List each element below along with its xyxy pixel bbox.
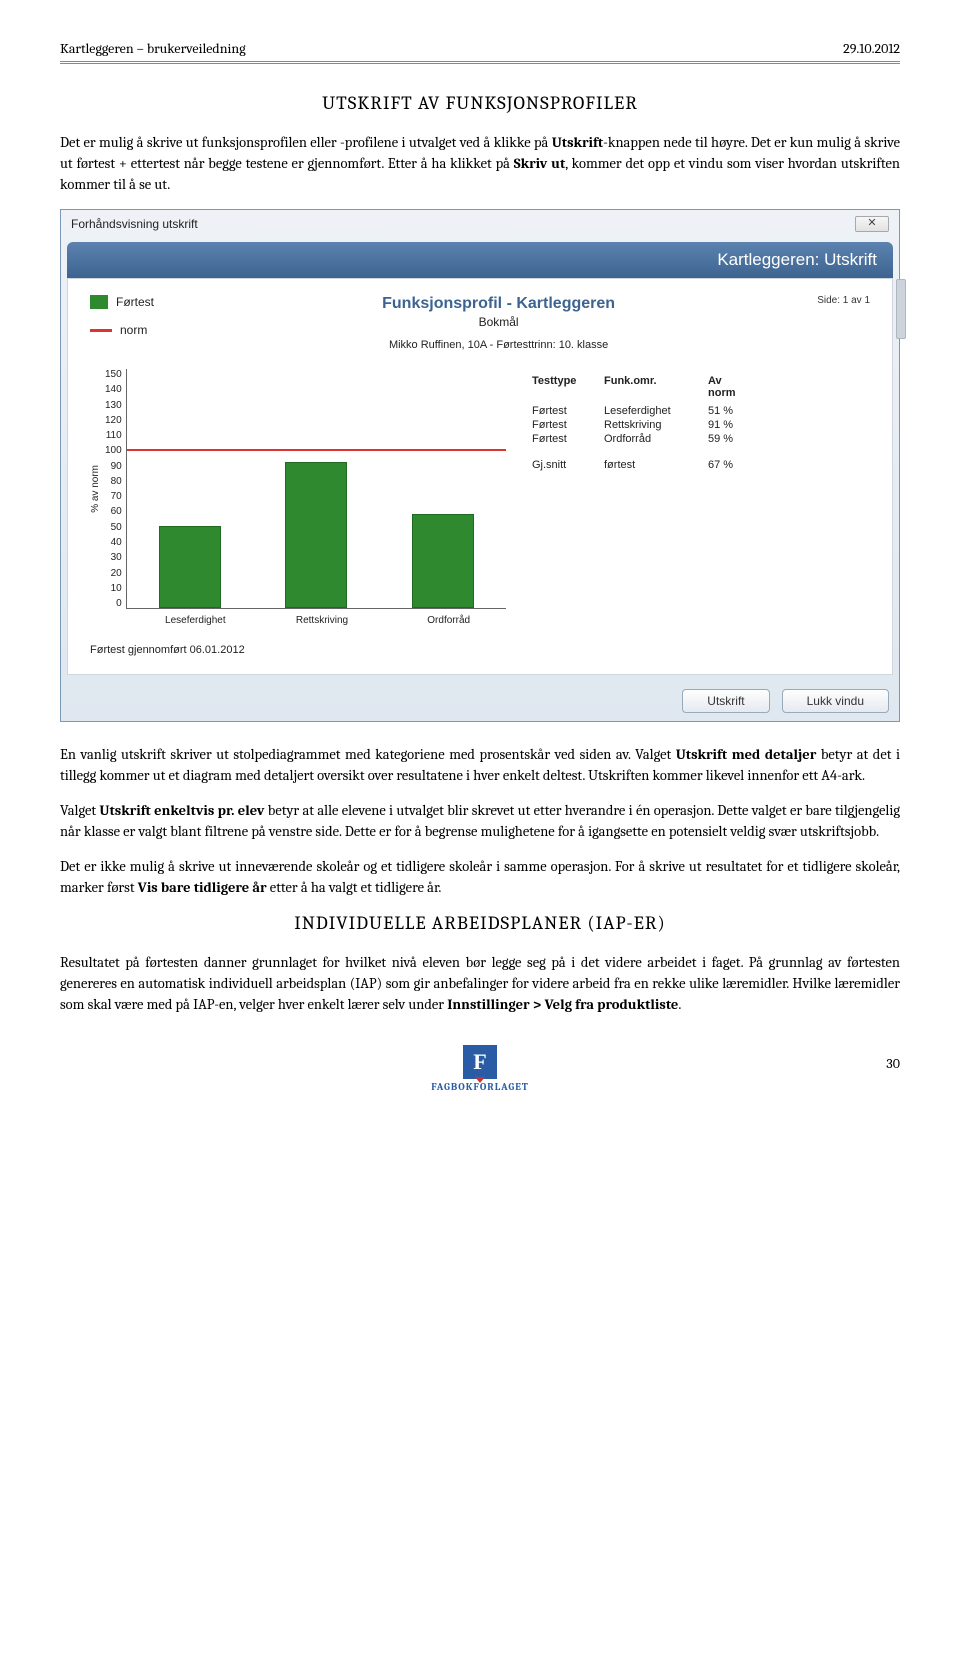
preview-window: Forhåndsvisning utskrift ✕ Kartleggeren:… — [60, 209, 900, 722]
section1-title: UTSKRIFT AV FUNKSJONSPROFILER — [60, 92, 900, 114]
swatch-green-icon — [90, 295, 108, 309]
bar-leseferdighet — [159, 526, 221, 608]
y-tick: 90 — [111, 461, 122, 472]
y-tick: 100 — [105, 445, 122, 456]
logo-box-icon: F — [463, 1045, 497, 1079]
y-axis-label: % av norm — [90, 465, 101, 513]
close-icon[interactable]: ✕ — [855, 216, 889, 232]
bars-container — [127, 369, 506, 608]
page-indicator: Side: 1 av 1 — [817, 295, 870, 306]
student-info: Mikko Ruffinen, 10A - Førtesttrinn: 10. … — [204, 339, 793, 351]
y-tick: 60 — [111, 506, 122, 517]
bar-rettskriving — [285, 462, 347, 608]
y-tick: 50 — [111, 522, 122, 533]
legend: Førtest norm — [90, 295, 180, 351]
legend-fortest: Førtest — [90, 295, 180, 309]
bar-slot — [127, 369, 253, 608]
close-button[interactable]: Lukk vindu — [782, 689, 889, 713]
scrollbar-thumb[interactable] — [896, 279, 906, 339]
y-axis-label-wrap: % av norm — [90, 369, 105, 609]
section1-p3: Valget Utskrift enkeltvis pr. elev betyr… — [60, 800, 900, 842]
y-axis: 1501401301201101009080706050403020100 — [105, 369, 126, 609]
chart-zone: % av norm 150140130120110100908070605040… — [90, 369, 870, 626]
table-avg-row: Gj.snitt førtest 67 % — [532, 459, 752, 471]
x-label: Ordforråd — [385, 615, 512, 626]
doc-header-left: Kartleggeren – brukerveiledning — [60, 40, 246, 57]
y-tick: 70 — [111, 491, 122, 502]
results-table: Testtype Funk.omr. Av norm FørtestLesefe… — [532, 375, 752, 626]
section1-p2: En vanlig utskrift skriver ut stolpediag… — [60, 744, 900, 786]
y-tick: 110 — [106, 430, 122, 441]
x-axis-labels: LeseferdighetRettskrivingOrdforråd — [132, 615, 512, 626]
page-number: 30 — [886, 1055, 900, 1072]
bar-ordforråd — [412, 514, 474, 608]
window-title-bar: Forhåndsvisning utskrift ✕ — [61, 210, 899, 238]
banner: Kartleggeren: Utskrift — [67, 242, 893, 278]
section2-title: INDIVIDUELLE ARBEIDSPLANER (IAP-ER) — [60, 912, 900, 934]
y-tick: 80 — [111, 476, 122, 487]
print-button[interactable]: Utskrift — [682, 689, 769, 713]
bar-slot — [253, 369, 379, 608]
paper-title-block: Funksjonsprofil - Kartleggeren Bokmål Mi… — [204, 295, 793, 351]
window-button-row: Utskrift Lukk vindu — [61, 681, 899, 721]
table-row: FørtestLeseferdighet51 % — [532, 405, 752, 417]
y-tick: 130 — [105, 400, 122, 411]
legend-norm: norm — [90, 323, 180, 337]
y-tick: 40 — [111, 537, 122, 548]
doc-header: Kartleggeren – brukerveiledning 29.10.20… — [60, 40, 900, 64]
y-tick: 120 — [105, 415, 122, 426]
swatch-red-icon — [90, 329, 112, 332]
y-tick: 10 — [111, 583, 122, 594]
publisher-logo: F FAGBOKFORLAGET — [431, 1045, 529, 1093]
bar-slot — [379, 369, 505, 608]
table-row: FørtestRettskriving91 % — [532, 419, 752, 431]
chart-box: % av norm 150140130120110100908070605040… — [90, 369, 512, 609]
section1-p1: Det er mulig å skrive ut funksjonsprofil… — [60, 132, 900, 195]
section1-p4: Det er ikke mulig å skrive ut inneværend… — [60, 856, 900, 898]
window-title: Forhåndsvisning utskrift — [71, 217, 198, 231]
y-tick: 150 — [105, 369, 122, 380]
y-tick: 140 — [105, 384, 122, 395]
chart-wrapper: % av norm 150140130120110100908070605040… — [90, 369, 512, 626]
page-footer: F FAGBOKFORLAGET 30 — [60, 1045, 900, 1094]
bookmark-icon — [475, 1077, 485, 1083]
x-label: Leseferdighet — [132, 615, 259, 626]
section2-p1: Resultatet på førtesten danner grunnlage… — [60, 952, 900, 1015]
x-label: Rettskriving — [259, 615, 386, 626]
test-date: Førtest gjennomført 06.01.2012 — [90, 644, 870, 656]
chart-plot — [126, 369, 506, 609]
profile-title: Funksjonsprofil - Kartleggeren — [204, 295, 793, 313]
paper-header: Førtest norm Funksjonsprofil - Kartlegge… — [90, 295, 870, 351]
language-label: Bokmål — [204, 315, 793, 329]
print-paper: Førtest norm Funksjonsprofil - Kartlegge… — [67, 278, 893, 675]
table-row: FørtestOrdforråd59 % — [532, 433, 752, 445]
doc-header-date: 29.10.2012 — [843, 40, 900, 57]
table-header: Testtype Funk.omr. Av norm — [532, 375, 752, 399]
y-tick: 30 — [111, 552, 122, 563]
y-tick: 20 — [111, 568, 122, 579]
y-tick: 0 — [116, 598, 122, 609]
